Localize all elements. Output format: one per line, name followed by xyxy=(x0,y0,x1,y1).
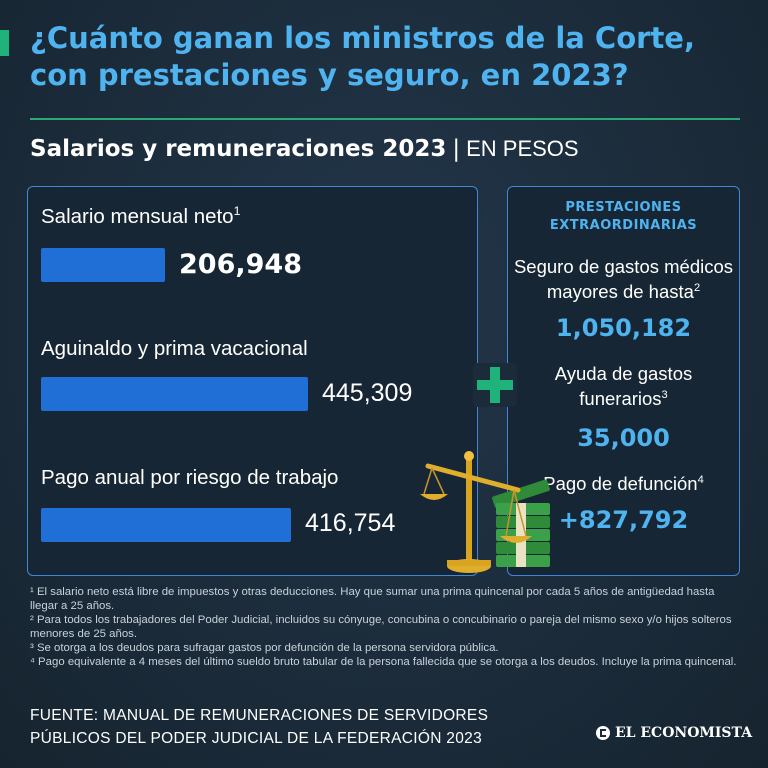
title-divider xyxy=(30,118,740,120)
extra-label-seguro: Seguro de gastos médicos mayores de hast… xyxy=(513,256,734,302)
bar-aguinaldo xyxy=(41,377,308,411)
bar-label-salario: Salario mensual neto1 xyxy=(41,204,241,228)
footnote-1: ¹ El salario neto está libre de impuesto… xyxy=(30,586,715,612)
extra-value-seguro: 1,050,182 xyxy=(555,314,692,342)
bar-label-aguinaldo: Aguinaldo y prima vacacional xyxy=(41,337,308,360)
scale-icon xyxy=(420,451,532,573)
bar-value-aguinaldo: 445,309 xyxy=(322,379,413,407)
title-line-2: con prestaciones y seguro, en 2023? xyxy=(30,58,629,92)
brand-mark-icon xyxy=(596,726,610,740)
bar-riesgo xyxy=(41,508,291,542)
unit-label: EN PESOS xyxy=(466,136,579,161)
footnote-3: ³ Se otorga a los deudos para sufragar g… xyxy=(30,642,499,654)
source-note: FUENTE: MANUAL DE REMUNERACIONES DE SERV… xyxy=(30,704,488,750)
bar-value-salario: 206,948 xyxy=(179,249,302,280)
source-line-2: PÚBLICOS DEL PODER JUDICIAL DE LA FEDERA… xyxy=(30,730,482,747)
scale-money-illustration xyxy=(420,451,550,573)
subtitle-separator: | xyxy=(452,136,461,162)
page-title: ¿Cuánto ganan los ministros de la Corte,… xyxy=(30,20,760,94)
subtitle-text: Salarios y remuneraciones 2023 xyxy=(30,136,447,162)
bar-label-riesgo: Pago anual por riesgo de trabajo xyxy=(41,466,339,489)
title-accent-bar xyxy=(0,30,9,56)
source-line-1: FUENTE: MANUAL DE REMUNERACIONES DE SERV… xyxy=(30,707,489,724)
extra-value-defuncion: +827,792 xyxy=(558,506,689,534)
title-line-1: ¿Cuánto ganan los ministros de la Corte, xyxy=(30,21,695,55)
footnotes: ¹ El salario neto está libre de impuesto… xyxy=(30,585,745,669)
bar-value-riesgo: 416,754 xyxy=(305,509,396,537)
money-stack-icon xyxy=(492,479,550,567)
bar-salario xyxy=(41,248,165,282)
extra-label-funerarios: Ayuda de gastos funerarios3 xyxy=(554,363,693,409)
footnote-2: ² Para todos los trabajadores del Poder … xyxy=(30,614,732,640)
extras-header: PRESTACIONES EXTRAORDINARIAS xyxy=(549,200,698,233)
brand-logo: EL ECONOMISTA xyxy=(596,725,752,741)
brand-name: EL ECONOMISTA xyxy=(615,725,753,741)
plus-icon xyxy=(473,363,517,407)
extra-value-funerarios: 35,000 xyxy=(577,424,670,452)
chart-subtitle: Salarios y remuneraciones 2023 | EN PESOS xyxy=(30,136,579,162)
footnote-4: ⁴ Pago equivalente a 4 meses del último … xyxy=(30,656,737,668)
extra-label-defuncion: Pago de defunción4 xyxy=(543,473,704,494)
